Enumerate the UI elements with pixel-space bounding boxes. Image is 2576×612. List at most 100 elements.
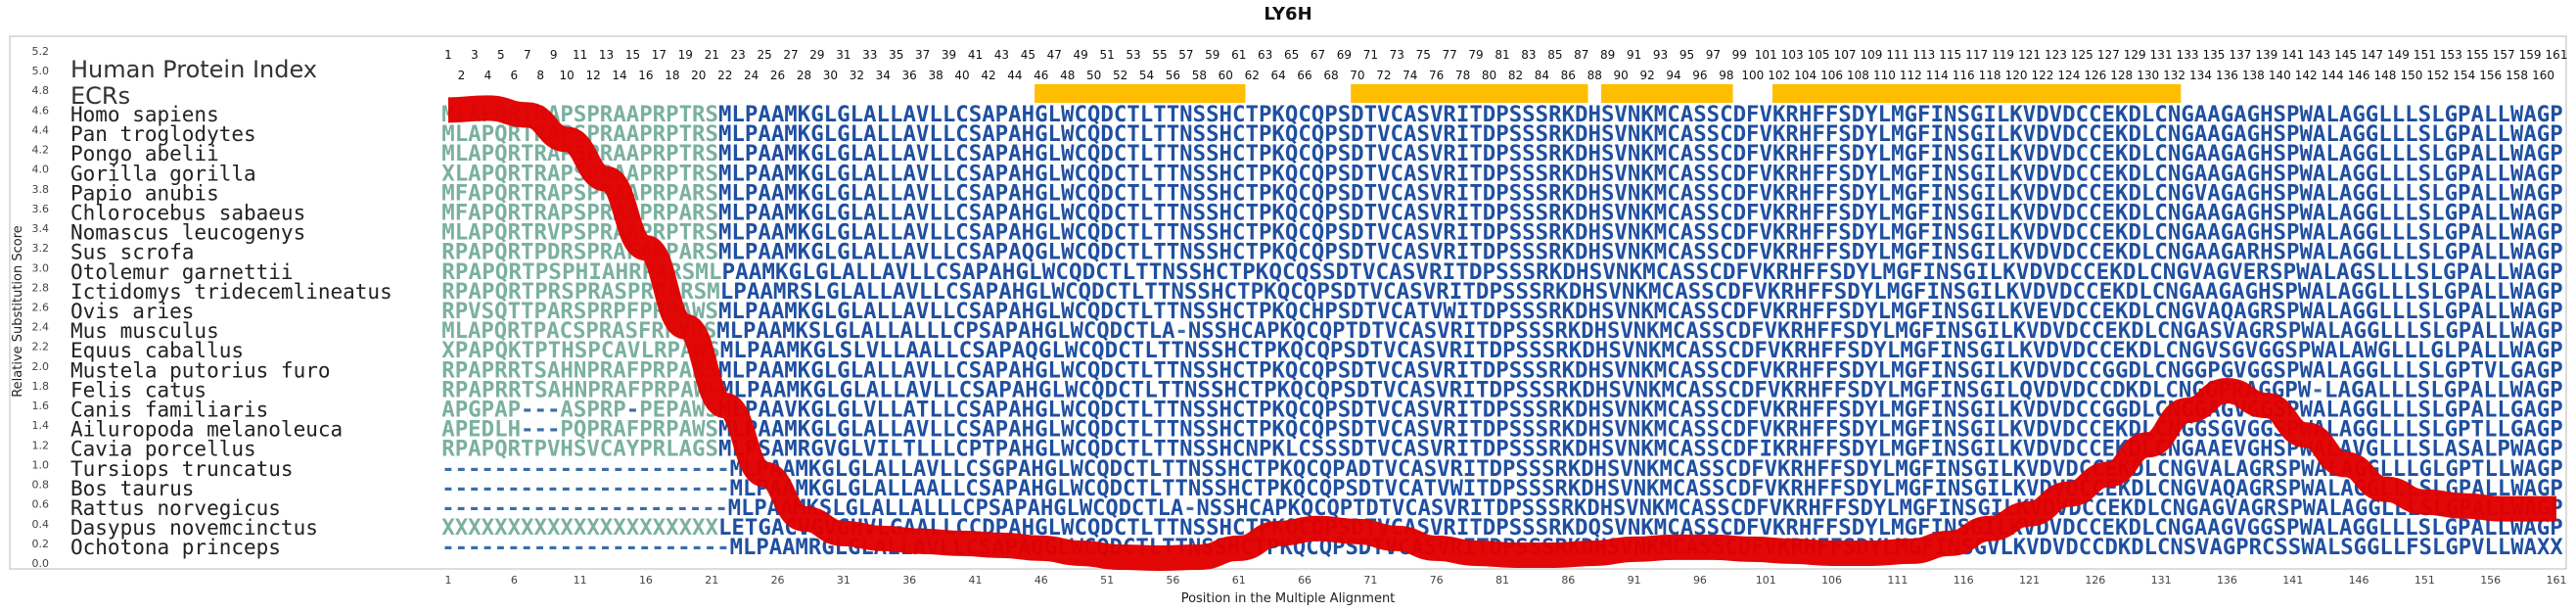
- species-label: Homo sapiens: [70, 103, 219, 126]
- y-tick-label: 3.2: [32, 242, 50, 255]
- human-index-95: 95: [1679, 48, 1694, 62]
- human-index-106: 106: [1820, 69, 1843, 82]
- y-tick-label: 1.0: [32, 458, 50, 471]
- x-tick-label: 141: [2282, 574, 2303, 587]
- human-index-157: 157: [2493, 48, 2515, 62]
- human-index-107: 107: [1834, 48, 1857, 62]
- human-index-110: 110: [1873, 69, 1896, 82]
- human-index-layer: 1 3 5 7 9 11 13 15 17 19 21 23 25 27 29 31 33 35 37 39 41 43 4…: [444, 48, 2567, 82]
- sequence-row: MLAPQRTRAPSPRAAPRPTRSMLPAAMKGLGLALLAVLLC…: [441, 142, 2562, 166]
- human-index-100: 100: [1741, 69, 1764, 82]
- x-tick-label: 71: [1363, 574, 1377, 587]
- human-index-120: 120: [2005, 69, 2028, 82]
- human-index-130: 130: [2137, 69, 2159, 82]
- species-label: Chlorocebus sabaeus: [70, 202, 305, 225]
- x-tick-label: 101: [1756, 574, 1776, 587]
- human-index-20: 20: [691, 69, 706, 82]
- x-tick-label: 136: [2217, 574, 2237, 587]
- sequence-row: MLAPQRTPACSPRASFRPYRSMLPAAMKSLGLALLALLLC…: [441, 319, 2562, 344]
- human-index-159: 159: [2519, 48, 2542, 62]
- y-tick-label: 4.8: [32, 84, 50, 97]
- human-index-46: 46: [1034, 69, 1048, 82]
- species-label: Rattus norvegicus: [70, 496, 281, 520]
- human-index-89: 89: [1600, 48, 1615, 62]
- human-index-78: 78: [1455, 69, 1470, 82]
- human-index-23: 23: [731, 48, 746, 62]
- sequence-row: XLAPQRTRAPSPRAAPRPTRSMLPAAMKGLGLALLAVLLC…: [441, 162, 2562, 186]
- human-index-32: 32: [850, 69, 864, 82]
- sequence-row: ----------------------MLPAAMKGLGLALLAVLL…: [441, 457, 2562, 482]
- human-index-1: 1: [444, 48, 452, 62]
- y-tick-label: 2.4: [32, 321, 50, 334]
- human-index-128: 128: [2110, 69, 2133, 82]
- human-index-33: 33: [862, 48, 877, 62]
- sequence-row: APEDLH---PQPRAFPRPAWSMLPAAMKGLGLALLAVLLC…: [441, 418, 2562, 443]
- x-tick-label: 111: [1887, 574, 1908, 587]
- x-tick-label: 51: [1100, 574, 1114, 587]
- ecr-bar-1: [1035, 84, 1246, 103]
- human-index-90: 90: [1614, 69, 1629, 82]
- human-index-132: 132: [2163, 69, 2185, 82]
- human-index-93: 93: [1653, 48, 1668, 62]
- human-index-16: 16: [638, 69, 653, 82]
- human-index-21: 21: [705, 48, 719, 62]
- x-tick-label: 126: [2085, 574, 2105, 587]
- human-index-58: 58: [1192, 69, 1207, 82]
- human-index-97: 97: [1706, 48, 1721, 62]
- human-index-160: 160: [2532, 69, 2554, 82]
- y-tick-label: 0.6: [32, 498, 50, 511]
- x-tick-label: 151: [2415, 574, 2435, 587]
- species-label: Ovis aries: [70, 300, 194, 323]
- sequence-row: MFAPQRTRAPSPRAAPRPARSMLPAAMKGLGLALLAVLLC…: [441, 202, 2562, 226]
- human-index-72: 72: [1376, 69, 1391, 82]
- human-index-6: 6: [510, 69, 518, 82]
- x-tick-label: 16: [639, 574, 653, 587]
- human-index-11: 11: [573, 48, 587, 62]
- human-index-153: 153: [2440, 48, 2462, 62]
- human-index-69: 69: [1337, 48, 1352, 62]
- human-index-80: 80: [1482, 69, 1496, 82]
- ecr-layer: [1035, 84, 2182, 103]
- species-label: Pan troglodytes: [70, 122, 256, 146]
- human-index-140: 140: [2269, 69, 2291, 82]
- human-index-12: 12: [585, 69, 600, 82]
- x-tick-label: 1: [445, 574, 452, 587]
- human-index-111: 111: [1886, 48, 1909, 62]
- human-index-53: 53: [1126, 48, 1140, 62]
- y-tick-label: 2.6: [32, 302, 50, 314]
- human-index-102: 102: [1768, 69, 1790, 82]
- sequence-row: MFAPQRTRAPSPRAAPRPARSMLPAAMKGLGLALLAVLLC…: [441, 181, 2562, 206]
- human-index-152: 152: [2426, 69, 2449, 82]
- human-index-103: 103: [1781, 48, 1804, 62]
- human-index-18: 18: [665, 69, 679, 82]
- human-index-39: 39: [942, 48, 956, 62]
- y-tick-label: 1.6: [32, 400, 50, 412]
- human-index-40: 40: [954, 69, 969, 82]
- human-index-74: 74: [1403, 69, 1417, 82]
- human-index-34: 34: [876, 69, 891, 82]
- human-index-42: 42: [981, 69, 995, 82]
- human-index-150: 150: [2400, 69, 2422, 82]
- human-index-57: 57: [1178, 48, 1193, 62]
- human-index-10: 10: [560, 69, 575, 82]
- human-index-151: 151: [2414, 48, 2436, 62]
- species-label: Canis familiaris: [70, 399, 268, 422]
- human-index-154: 154: [2453, 69, 2475, 82]
- human-index-26: 26: [770, 69, 785, 82]
- sequence-row: RPAPQRTPRSPRASPRPARSMLPAAMRSLGLALLAVLLCS…: [441, 280, 2562, 305]
- human-index-142: 142: [2295, 69, 2318, 82]
- human-index-104: 104: [1794, 69, 1817, 82]
- species-label: Mustela putorius furo: [70, 358, 331, 382]
- human-index-129: 129: [2124, 48, 2146, 62]
- human-index-145: 145: [2334, 48, 2357, 62]
- human-index-17: 17: [652, 48, 667, 62]
- human-index-41: 41: [968, 48, 983, 62]
- y-axis-label: Relative Substitution Score: [11, 225, 25, 398]
- x-tick-label: 6: [511, 574, 518, 587]
- human-index-138: 138: [2242, 69, 2265, 82]
- x-tick-label: 66: [1298, 574, 1311, 587]
- x-tick-label: 36: [902, 574, 916, 587]
- human-index-109: 109: [1860, 48, 1882, 62]
- human-index-143: 143: [2308, 48, 2330, 62]
